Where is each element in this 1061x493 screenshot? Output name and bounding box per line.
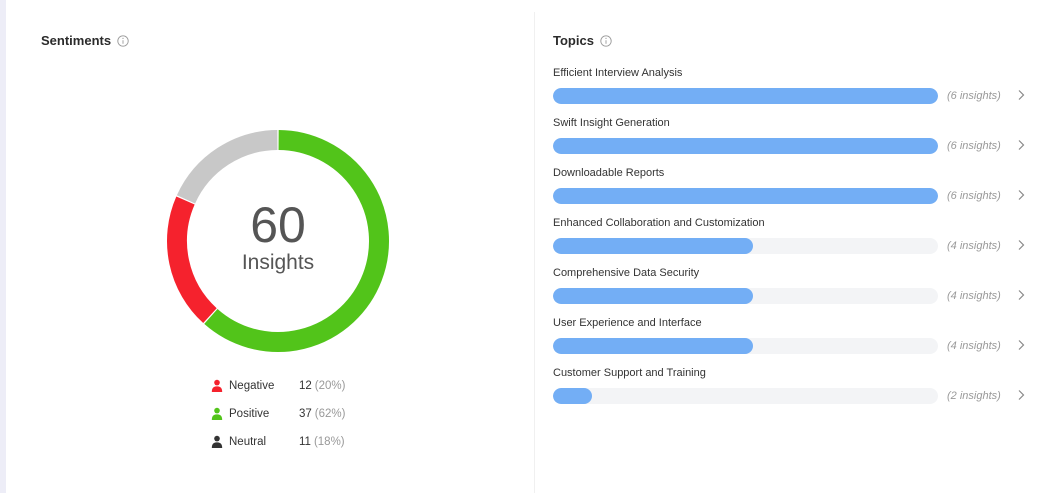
topic-name: Downloadable Reports <box>553 167 665 179</box>
info-icon[interactable] <box>117 34 129 47</box>
chevron-right-icon[interactable] <box>1016 188 1026 202</box>
donut-segment-neutral[interactable] <box>176 130 278 204</box>
donut-svg <box>167 130 389 352</box>
legend-count: 11 <box>299 436 311 448</box>
topic-insights-count: (4 insights) <box>947 240 1001 252</box>
person-icon <box>211 407 223 420</box>
legend-label: Neutral <box>229 436 267 448</box>
donut-segment-positive[interactable] <box>204 130 389 352</box>
topic-bar-fill <box>553 138 938 154</box>
topic-bar-fill <box>553 238 754 254</box>
sentiments-title-text: Sentiments <box>41 33 112 48</box>
topic-row[interactable]: Customer Support and Training (2 insight… <box>553 366 1033 416</box>
insights-caption: Insights <box>241 251 315 274</box>
topics-title-text: Topics <box>553 33 594 48</box>
chevron-right-icon[interactable] <box>1016 338 1026 352</box>
topic-row[interactable]: Enhanced Collaboration and Customization… <box>553 216 1033 266</box>
topics-panel-title: Topics <box>553 33 612 48</box>
topic-row[interactable]: User Experience and Interface (4 insight… <box>553 316 1033 366</box>
chevron-right-icon[interactable] <box>1016 88 1026 102</box>
topic-insights-count: (4 insights) <box>947 290 1001 302</box>
topic-bar-track <box>553 188 938 204</box>
topic-insights-count: (6 insights) <box>947 190 1001 202</box>
topic-name: Enhanced Collaboration and Customization <box>553 217 765 229</box>
donut-segment-negative[interactable] <box>167 196 217 324</box>
topic-name: Customer Support and Training <box>553 367 706 379</box>
topic-bar-track <box>553 288 938 304</box>
topic-bar-fill <box>553 188 938 204</box>
donut-center: 60 Insights <box>166 129 390 353</box>
legend-percent: (18%) <box>313 436 345 448</box>
chevron-right-icon[interactable] <box>1016 288 1026 302</box>
topic-insights-count: (4 insights) <box>947 340 1001 352</box>
info-icon[interactable] <box>600 34 612 47</box>
topic-bar-track <box>553 238 938 254</box>
topic-bar-fill <box>553 88 938 104</box>
topic-bar-fill <box>553 288 754 304</box>
legend-label: Negative <box>229 380 275 392</box>
topic-name: Efficient Interview Analysis <box>553 67 683 79</box>
topic-insights-count: (2 insights) <box>947 390 1001 402</box>
topic-bar-fill <box>553 388 592 404</box>
legend-percent: (20%) <box>314 380 346 392</box>
person-icon <box>211 435 223 448</box>
topic-bar-track <box>553 88 938 104</box>
legend-percent: (62%) <box>314 408 346 420</box>
panel-divider <box>534 12 535 493</box>
topic-insights-count: (6 insights) <box>947 140 1001 152</box>
topic-name: Comprehensive Data Security <box>553 267 700 279</box>
topic-name: Swift Insight Generation <box>553 117 670 129</box>
topic-bar-track <box>553 138 938 154</box>
topic-bar-track <box>553 388 938 404</box>
topic-name: User Experience and Interface <box>553 317 702 329</box>
left-edge-strip <box>0 0 6 493</box>
topic-bar-track <box>553 338 938 354</box>
topic-row[interactable]: Comprehensive Data Security (4 insights) <box>553 266 1033 316</box>
legend-item-negative: Negative 12 (20%) <box>210 372 345 400</box>
legend-count: 37 <box>299 408 312 420</box>
topic-row[interactable]: Swift Insight Generation (6 insights) <box>553 116 1033 166</box>
chevron-right-icon[interactable] <box>1016 238 1026 252</box>
topics-list: Efficient Interview Analysis (6 insights… <box>553 66 1033 416</box>
legend-item-positive: Positive 37 (62%) <box>210 400 345 428</box>
topic-row[interactable]: Downloadable Reports (6 insights) <box>553 166 1033 216</box>
legend-count: 12 <box>299 380 312 392</box>
topic-row[interactable]: Efficient Interview Analysis (6 insights… <box>553 66 1033 116</box>
sentiments-panel-title: Sentiments <box>41 33 129 48</box>
sentiment-donut-chart: 60 Insights <box>166 129 390 353</box>
topic-insights-count: (6 insights) <box>947 90 1001 102</box>
person-icon <box>211 379 223 392</box>
insights-total: 60 <box>250 197 306 253</box>
legend-item-neutral: Neutral 11 (18%) <box>210 428 345 456</box>
sentiment-legend: Negative 12 (20%) Positive 37 (62%) Neut… <box>210 372 345 456</box>
legend-label: Positive <box>229 408 270 420</box>
chevron-right-icon[interactable] <box>1016 138 1026 152</box>
topic-bar-fill <box>553 338 754 354</box>
chevron-right-icon[interactable] <box>1016 388 1026 402</box>
